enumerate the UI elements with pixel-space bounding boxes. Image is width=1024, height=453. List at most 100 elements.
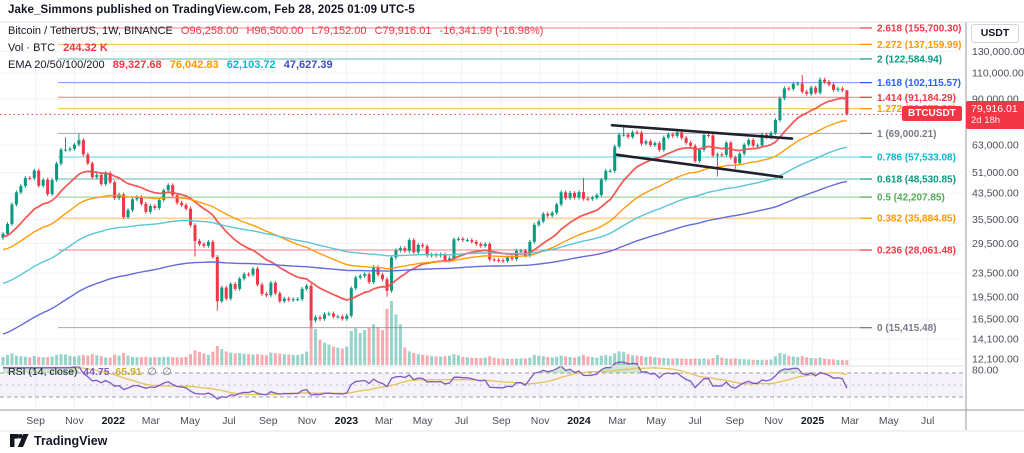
price-axis-label[interactable]: 29,500.00 (972, 238, 1019, 250)
time-axis-label[interactable]: Mar (608, 415, 627, 427)
candle-body (50, 179, 54, 195)
volume-bar (64, 354, 68, 365)
volume-bar (318, 339, 322, 365)
rsi-legend-row[interactable]: RSI (14, close) 44.75 65.91 ∅ ∅ (8, 366, 172, 378)
time-axis-label[interactable]: Nov (531, 415, 550, 427)
volume-bar (470, 357, 474, 365)
volume-bar (805, 357, 809, 365)
price-axis-label[interactable]: 63,000.00 (972, 140, 1019, 152)
time-axis-label[interactable]: Jul (688, 415, 701, 427)
candle-body (778, 98, 782, 121)
rsi-ma-value: 65.91 (115, 366, 142, 378)
candle-body (568, 192, 572, 199)
candle-body (555, 204, 559, 213)
time-axis-label[interactable]: May (646, 415, 667, 427)
candle-body (41, 179, 45, 186)
price-axis-label[interactable]: 110,000.00 (972, 67, 1024, 79)
volume-bar (425, 355, 429, 365)
time-axis-label[interactable]: 2024 (567, 415, 591, 427)
time-axis-label[interactable]: May (413, 415, 434, 427)
time-axis-label[interactable]: Jul (921, 415, 934, 427)
candle-body (608, 170, 612, 172)
volume-bar (751, 359, 755, 365)
price-axis-label[interactable]: 23,500.00 (972, 268, 1019, 280)
candle-body (666, 134, 670, 138)
price-axis-label[interactable]: 14,100.00 (972, 334, 1019, 346)
tradingview-footer[interactable]: TradingView (10, 433, 107, 448)
time-axis-label[interactable]: May (180, 415, 201, 427)
time-axis-label[interactable]: Nov (65, 415, 84, 427)
volume-bar (68, 355, 72, 365)
volume-bar (349, 331, 353, 365)
candle-body (465, 240, 469, 242)
volume-bar (613, 353, 617, 365)
time-axis-label[interactable]: 2022 (102, 415, 126, 427)
time-axis-label[interactable]: Sep (492, 415, 511, 427)
rsi-axis-label[interactable]: 80.00 (972, 365, 998, 377)
time-axis-label[interactable]: 2025 (801, 415, 825, 427)
time-axis-label[interactable]: Jul (222, 415, 235, 427)
candle-body (639, 132, 643, 144)
volume-legend-row[interactable]: Vol · BTC 244.32 K (8, 41, 543, 55)
time-axis-label[interactable]: Nov (764, 415, 783, 427)
ema-legend-row[interactable]: EMA 20/50/100/200 89,327.68 76,042.83 62… (8, 58, 543, 72)
volume-bar (202, 353, 206, 365)
time-axis-label[interactable]: Jul (455, 415, 468, 427)
volume-bar (831, 359, 835, 365)
volume-bar (345, 346, 349, 365)
price-axis-label[interactable]: 12,100.00 (972, 354, 1019, 366)
candle-body (81, 140, 85, 155)
trendline-annotation[interactable] (610, 123, 794, 140)
candle-body (626, 134, 630, 137)
volume-bar (77, 355, 81, 365)
time-axis-label[interactable]: May (879, 415, 900, 427)
fib-level-label: 0.618 (48,530.85) (877, 175, 956, 186)
candle-body (23, 178, 27, 186)
candle-body (211, 241, 215, 257)
volume-bar (1, 356, 5, 365)
volume-bar (581, 354, 585, 365)
currency-toggle-button[interactable]: USDT (971, 24, 1019, 43)
time-axis-label[interactable]: 2023 (335, 415, 359, 427)
candle-body (381, 274, 385, 280)
ema100-line (2, 146, 848, 284)
candle-body (510, 257, 514, 259)
candle-body (309, 285, 313, 321)
volume-bar (702, 358, 706, 365)
volume-bar (568, 357, 572, 365)
candle-body (412, 240, 416, 253)
time-axis-label[interactable]: Nov (298, 415, 317, 427)
price-axis-label[interactable]: 35,500.00 (972, 214, 1019, 226)
price-axis-label[interactable]: 51,000.00 (972, 167, 1019, 179)
price-axis-label[interactable]: 130,000.00 (972, 46, 1024, 58)
volume-bar (791, 356, 795, 365)
price-axis-label[interactable]: 16,500.00 (972, 313, 1019, 325)
volume-bar (269, 352, 273, 365)
time-axis-label[interactable]: Sep (26, 415, 45, 427)
time-axis-label[interactable]: Sep (725, 415, 744, 427)
candle-body (599, 179, 603, 196)
candle-body (367, 274, 371, 283)
candle-body (220, 287, 224, 302)
candle-body (532, 224, 536, 242)
symbol-title[interactable]: Bitcoin / TetherUS, 1W, BINANCE (8, 25, 173, 37)
published-header: Jake_Simmons published on TradingView.co… (8, 4, 415, 16)
price-axis-label[interactable]: 19,500.00 (972, 292, 1019, 304)
candle-body (564, 192, 568, 199)
volume-bar (206, 354, 210, 365)
volume-bar (282, 354, 286, 365)
time-axis-label[interactable]: Mar (142, 415, 161, 427)
volume-bar (510, 358, 514, 365)
fib-level-label: 1 (69,000.21) (877, 129, 937, 140)
candle-body (456, 238, 460, 240)
time-axis-label[interactable]: Mar (841, 415, 860, 427)
symbol-legend-row[interactable]: Bitcoin / TetherUS, 1W, BINANCE O96,258.… (8, 24, 543, 38)
trendline-annotation[interactable] (615, 153, 784, 179)
price-axis-label[interactable]: 43,500.00 (972, 188, 1019, 200)
volume-bar (604, 354, 608, 365)
volume-bar (28, 357, 32, 365)
time-axis-label[interactable]: Mar (375, 415, 394, 427)
candle-body (528, 241, 532, 256)
time-axis-label[interactable]: Sep (259, 415, 278, 427)
